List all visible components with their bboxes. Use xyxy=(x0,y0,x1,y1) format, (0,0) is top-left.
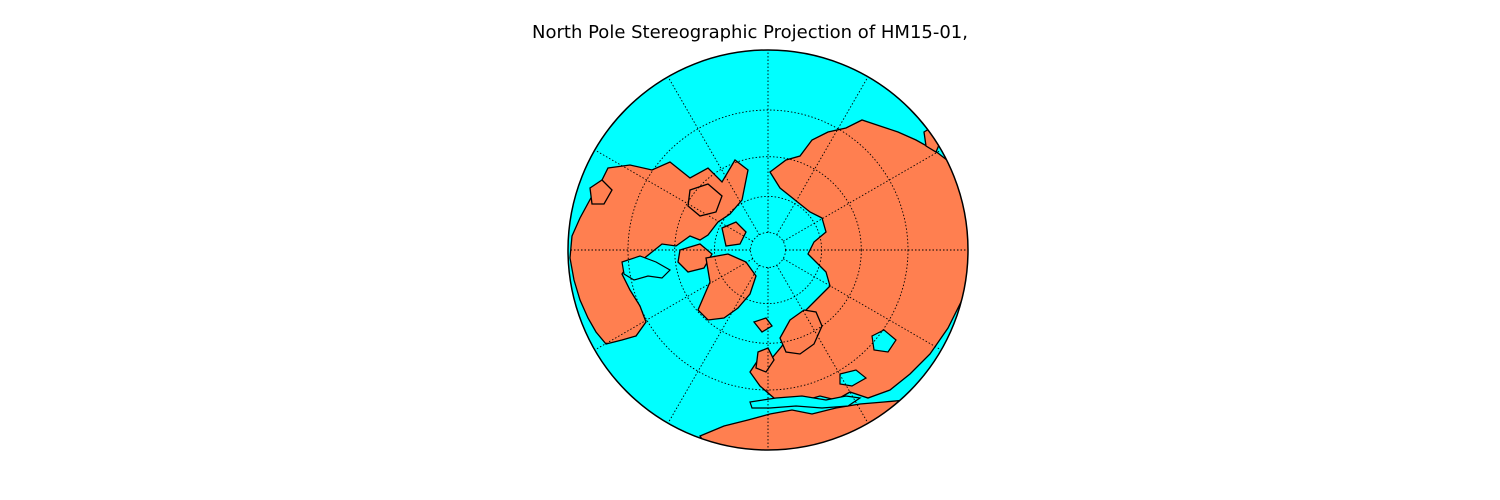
meridian-330 xyxy=(667,76,760,236)
map-title: North Pole Stereographic Projection of H… xyxy=(532,22,968,43)
meridian-300 xyxy=(594,149,754,242)
caspian-sea xyxy=(871,329,897,353)
baffin-island xyxy=(677,243,713,273)
hudson-bay xyxy=(621,255,671,281)
mediterranean-sea xyxy=(749,395,862,409)
british-isles xyxy=(755,347,775,373)
meridian-210 xyxy=(667,264,760,424)
map-boundary xyxy=(567,49,969,451)
graticule xyxy=(568,50,968,450)
iceland xyxy=(752,317,773,333)
land-layer xyxy=(569,119,968,450)
meridian-30 xyxy=(776,76,869,236)
greenland xyxy=(697,253,757,321)
parallel-40 xyxy=(674,156,862,344)
ellesmere-island xyxy=(721,221,747,247)
meridian-120 xyxy=(782,258,942,351)
arctic-archipelago xyxy=(687,183,723,217)
scandinavia xyxy=(779,309,823,355)
alaska xyxy=(589,179,613,205)
meridian-150 xyxy=(776,264,869,424)
meridian-240 xyxy=(594,258,754,351)
black-sea xyxy=(839,369,868,387)
meridian-60 xyxy=(782,149,942,242)
